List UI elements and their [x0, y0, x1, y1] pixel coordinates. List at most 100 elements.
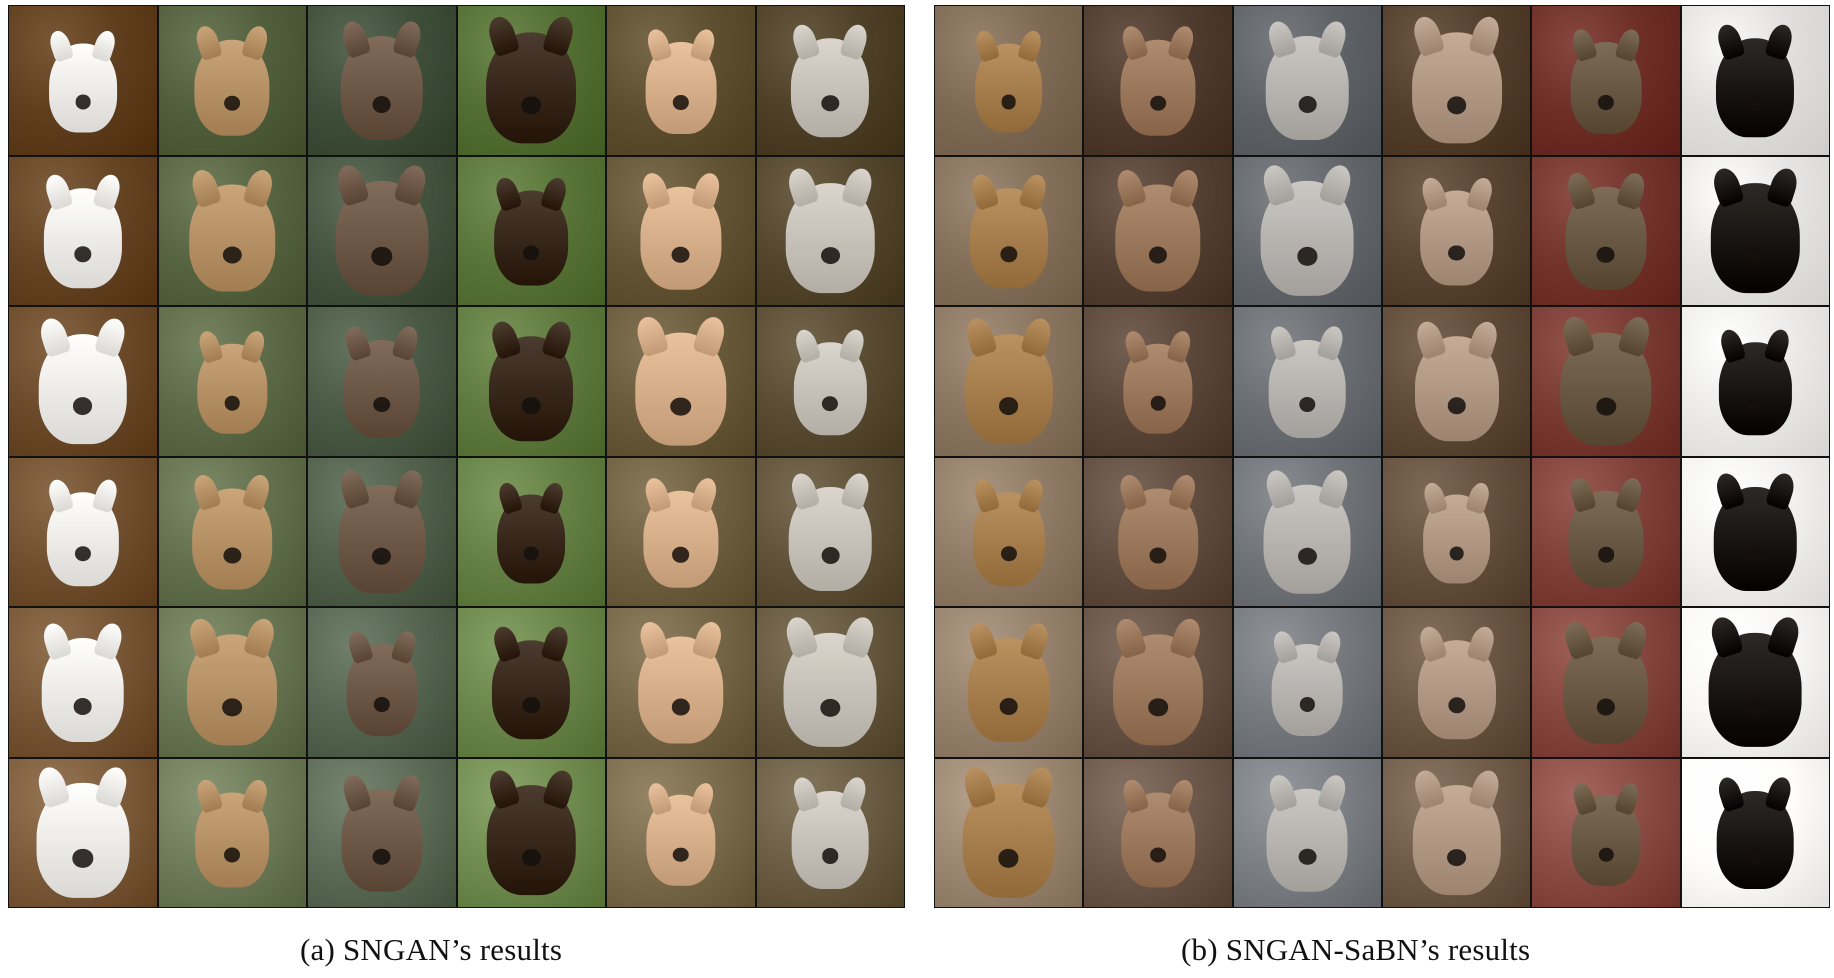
sngan-sample-image: [607, 608, 755, 757]
dog-figure: [338, 484, 426, 594]
sngan-sabn-sample-image: [1681, 6, 1829, 155]
dog-figure: [1120, 39, 1196, 136]
sngan-sabn-sample-image: [1532, 6, 1680, 155]
dog-figure: [187, 633, 278, 746]
sngan-sample-image: [756, 156, 904, 305]
sngan-sample-image: [756, 608, 904, 757]
dog-figure: [783, 632, 877, 747]
dog-figure: [48, 43, 117, 133]
sngan-sabn-sample-image: [1382, 457, 1531, 606]
dog-figure: [972, 492, 1045, 586]
dog-figure: [645, 41, 717, 134]
dog-figure: [1419, 190, 1494, 286]
dog-figure: [962, 783, 1056, 898]
sngan-sample-image: [9, 457, 157, 606]
sngan-sabn-sample-image: [1382, 156, 1531, 305]
sngan-sabn-image-grid: [934, 5, 1830, 908]
sngan-sabn-sample-image: [1681, 457, 1829, 606]
dog-figure: [643, 490, 719, 588]
dog-figure: [791, 37, 870, 138]
dog-figure: [1271, 643, 1343, 736]
dog-figure: [1565, 186, 1647, 290]
sngan-sample-image: [607, 307, 755, 456]
sngan-sabn-caption: (b) SNGAN-SaBN’s results: [1181, 932, 1531, 967]
dog-figure: [1115, 184, 1201, 292]
sngan-sabn-sample-image: [1084, 156, 1232, 305]
dog-figure: [195, 792, 270, 888]
sngan-sample-image: [308, 608, 456, 757]
sngan-sabn-sample-image: [935, 608, 1083, 757]
dog-figure: [1266, 35, 1349, 140]
dog-figure: [788, 487, 872, 592]
sngan-sabn-sample-image: [1233, 457, 1381, 606]
sngan-sabn-sample-image: [1532, 608, 1680, 757]
sngan-sample-image: [756, 758, 904, 907]
sngan-sample-image: [756, 457, 904, 606]
dog-figure: [1260, 181, 1354, 296]
sngan-sample-image: [158, 457, 306, 606]
dog-figure: [794, 341, 867, 436]
sngan-sabn-sample-image: [1233, 758, 1381, 907]
sngan-sample-image: [308, 307, 456, 456]
dog-figure: [497, 494, 566, 584]
sngan-sabn-sample-image: [1084, 758, 1232, 907]
dog-figure: [1118, 488, 1198, 590]
dog-figure: [1568, 490, 1644, 588]
sngan-sabn-sample-image: [1233, 156, 1381, 305]
sngan-sabn-sample-image: [1382, 6, 1531, 155]
sngan-sample-image: [457, 457, 605, 606]
sngan-sample-image: [308, 457, 456, 606]
sngan-sabn-sample-image: [1681, 758, 1829, 907]
sngan-sabn-sample-image: [1084, 457, 1232, 606]
dog-figure: [189, 184, 276, 292]
dog-figure: [487, 785, 576, 896]
sngan-sample-image: [607, 758, 755, 907]
sngan-sample-image: [158, 608, 306, 757]
dog-figure: [1560, 332, 1652, 446]
dog-figure: [346, 643, 418, 736]
sngan-sabn-sample-image: [1382, 307, 1531, 456]
dog-figure: [1412, 785, 1501, 896]
sngan-sample-image: [457, 608, 605, 757]
dog-figure: [1570, 41, 1642, 134]
sngan-sabn-sample-image: [1532, 156, 1680, 305]
sngan-sabn-sample-image: [1532, 307, 1680, 456]
dog-figure: [335, 181, 429, 296]
dog-figure: [1414, 335, 1499, 442]
sngan-sample-image: [457, 758, 605, 907]
dog-figure: [1714, 487, 1797, 592]
sngan-sample-image: [9, 307, 157, 456]
sngan-sabn-sample-image: [1233, 307, 1381, 456]
dog-figure: [1717, 791, 1794, 890]
sngan-sabn-sample-image: [1532, 457, 1680, 606]
dog-figure: [1563, 636, 1649, 744]
dog-figure: [1121, 792, 1195, 888]
dog-figure: [974, 43, 1043, 133]
dog-figure: [43, 188, 122, 288]
dog-figure: [489, 335, 574, 442]
dog-figure: [646, 794, 716, 886]
sngan-sample-image: [158, 307, 306, 456]
dog-figure: [1263, 484, 1351, 594]
sngan-sabn-sample-image: [1382, 608, 1531, 757]
dog-figure: [1571, 794, 1641, 886]
sngan-sabn-sample-image: [1084, 307, 1232, 456]
dog-figure: [492, 639, 571, 740]
sngan-sample-image: [457, 156, 605, 305]
sngan-sabn-sample-image: [1382, 758, 1531, 907]
dog-figure: [1422, 494, 1491, 584]
dog-figure: [340, 35, 424, 140]
dog-figure: [635, 332, 727, 446]
dog-figure: [38, 333, 127, 444]
dog-figure: [1711, 183, 1800, 294]
sngan-results-panel: [8, 5, 905, 915]
dog-figure: [1719, 341, 1792, 436]
sngan-sabn-sample-image: [935, 6, 1083, 155]
sngan-sample-image: [158, 758, 306, 907]
dog-figure: [486, 31, 577, 144]
sngan-sample-image: [308, 6, 456, 155]
sngan-sabn-sample-image: [1681, 608, 1829, 757]
dog-figure: [1266, 788, 1348, 892]
dog-figure: [967, 637, 1050, 742]
sngan-sabn-sample-image: [1532, 758, 1680, 907]
